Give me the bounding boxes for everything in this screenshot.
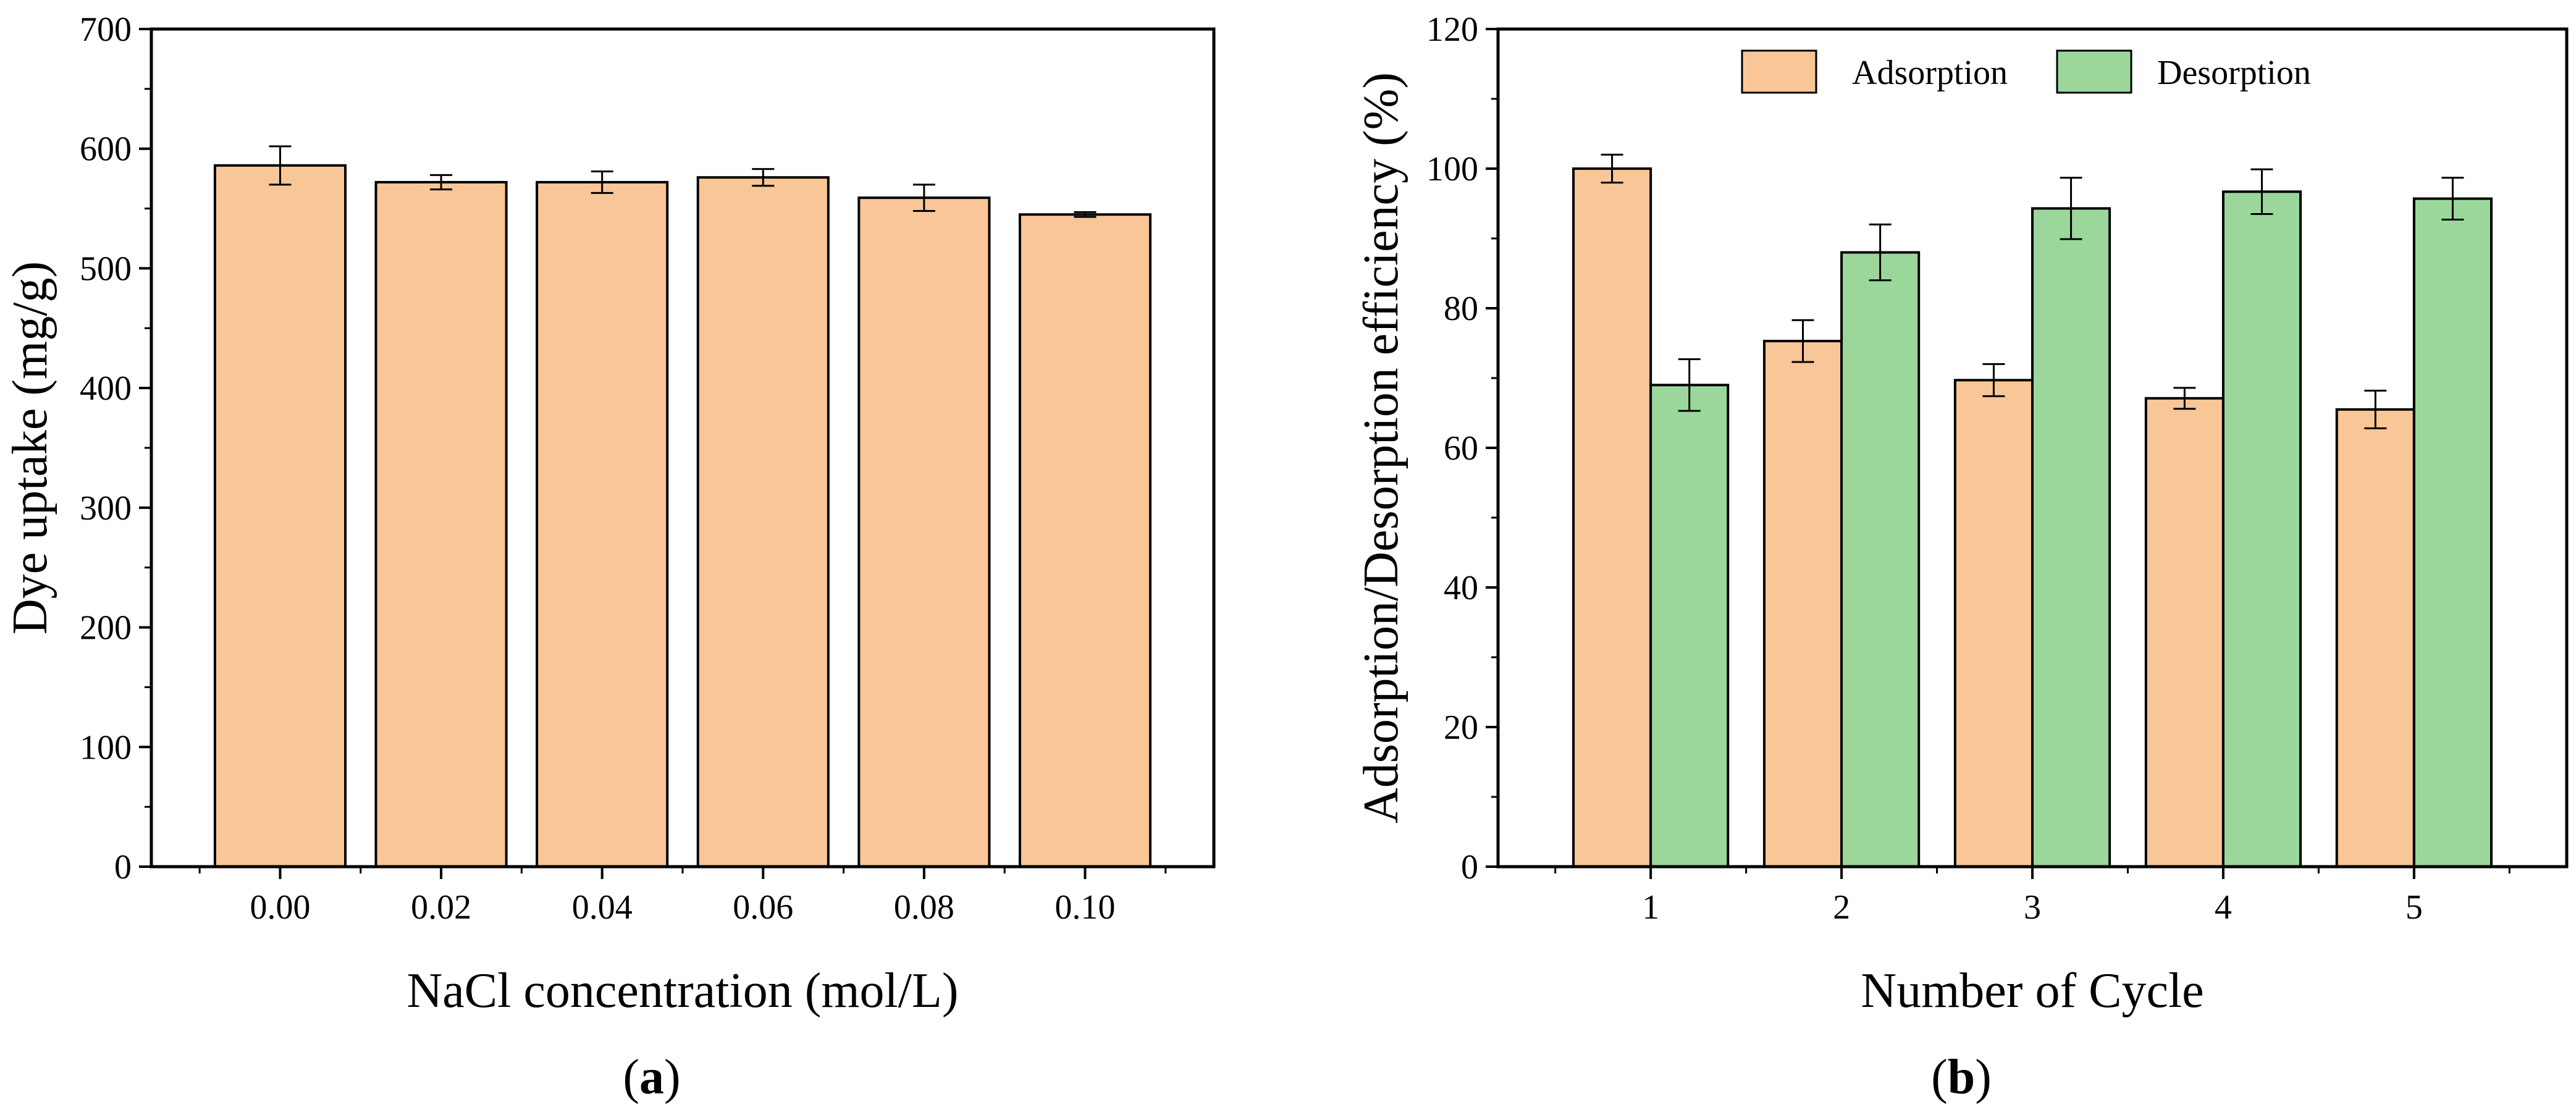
panel-b-bar-adsorption-1 (1572, 167, 1652, 868)
panel-a-bar-0.06 (696, 176, 830, 869)
panel-b-bar-adsorption-2 (1762, 340, 1843, 868)
panel-b-errorbar-desorption-2 (1869, 223, 1892, 282)
panel-a-errorbar-0.08 (912, 183, 935, 212)
panel-a-x-tick-label-0.04: 0.04 (572, 888, 633, 927)
panel-b-bar-desorption-3 (2031, 207, 2111, 868)
panel-a-x-ticks: 0.00 0.02 0.04 0.06 0.08 0.10 (198, 867, 1167, 927)
legend-label-desorption: Desorption (2157, 54, 2311, 92)
legend-swatch-desorption (2056, 49, 2132, 94)
panel-b-y-tick-label-40: 40 (1444, 569, 1478, 607)
panel-b-errorbar-adsorption-5 (2364, 389, 2387, 429)
panel-a-errorbar-0.10 (1074, 211, 1096, 218)
legend-label-adsorption: Adsorption (1852, 54, 2008, 92)
panel-a-bars (213, 164, 1152, 869)
panel-a-y-tick-label-300: 300 (80, 489, 132, 528)
panel-b-x-tick-label-4: 4 (2215, 888, 2232, 927)
panel-a-y-ticks: 0 100 200 300 400 500 600 700 (80, 11, 151, 886)
panel-b-bar-desorption-5 (2412, 197, 2493, 869)
panel-b-bar-adsorption-3 (1953, 379, 2034, 868)
panel-a-bar-0.00 (213, 164, 347, 869)
panel-a-x-tick-label-0.08: 0.08 (894, 888, 954, 927)
panel-a-bar-0.02 (374, 180, 508, 868)
panel-a-x-axis-title: NaCl concentration (mol/L) (406, 964, 958, 1018)
panel-b-bars (1572, 167, 2493, 869)
panel-a-errorbar-0.02 (430, 174, 453, 191)
panel-b-y-tick-label-120: 120 (1426, 11, 1478, 49)
panel-b-errorbar-adsorption-4 (2173, 387, 2196, 410)
panel-a-y-axis-title: Dye uptake (mg/g) (3, 261, 57, 634)
panel-a-bar-0.10 (1018, 213, 1152, 868)
panel-b-y-tick-label-60: 60 (1444, 429, 1478, 468)
panel-b-x-axis-title: Number of Cycle (1861, 964, 2203, 1018)
panel-a-bar-0.08 (857, 196, 991, 869)
panel-b-errorbars (1601, 153, 2464, 429)
panel-a-y-tick-label-200: 200 (80, 609, 132, 647)
panel-a-y-tick-label-700: 700 (80, 11, 132, 49)
panel-a-y-tick-label-400: 400 (80, 369, 132, 408)
panel-a-x-tick-label-0.10: 0.10 (1055, 888, 1116, 927)
panel-b-x-tick-label-2: 2 (1833, 888, 1850, 927)
panel-b-errorbar-desorption-5 (2441, 177, 2464, 221)
panel-a-errorbar-0.06 (752, 168, 775, 187)
panel-b-legend: Adsorption Desorption (1741, 49, 2311, 94)
panel-a-y-tick-label-0: 0 (114, 848, 132, 886)
panel-b-bar-adsorption-4 (2144, 397, 2225, 868)
panel-b-bar-desorption-2 (1840, 251, 1921, 869)
panel-a-bar-0.04 (536, 180, 669, 868)
panel-b-x-tick-label-1: 1 (1642, 888, 1659, 927)
panel-b-y-tick-label-20: 20 (1444, 709, 1478, 747)
panel-b-label: (b) (1931, 1050, 1992, 1104)
panel-b-errorbar-desorption-1 (1678, 358, 1701, 412)
panel-b-bar-adsorption-5 (2335, 408, 2415, 868)
panel-a-x-tick-label-0.02: 0.02 (411, 888, 471, 927)
panel-b-errorbar-adsorption-3 (1982, 363, 2005, 397)
panel-a-y-tick-label-500: 500 (80, 250, 132, 288)
panel-a-errorbar-0.00 (269, 145, 292, 186)
panel-a-x-tick-label-0.00: 0.00 (250, 888, 310, 927)
panel-b-y-tick-label-100: 100 (1426, 150, 1478, 188)
panel-b-x-tick-label-3: 3 (2024, 888, 2041, 927)
panel-b-errorbar-adsorption-1 (1601, 153, 1623, 184)
panel-b-x-tick-label-5: 5 (2406, 888, 2423, 927)
panel-b-y-tick-label-80: 80 (1444, 290, 1478, 328)
panel-b-y-ticks: 0 20 40 60 80 100 120 (1426, 11, 1498, 886)
panel-a-label: (a) (623, 1050, 680, 1104)
panel-b-bar-desorption-1 (1649, 384, 1730, 868)
panel-b-errorbar-desorption-4 (2250, 168, 2273, 215)
panel-b: 0 20 40 60 80 100 120 1 2 3 4 5 Adsorption Desorpt… (1354, 11, 2569, 1104)
panel-b-errorbar-adsorption-2 (1791, 319, 1814, 363)
panel-a-y-tick-label-600: 600 (80, 130, 132, 169)
panel-a-errorbar-0.04 (591, 170, 613, 194)
legend-swatch-adsorption (1741, 49, 1817, 94)
panel-b-errorbar-desorption-3 (2060, 177, 2082, 240)
panel-b-y-tick-label-0: 0 (1461, 848, 1478, 886)
panel-a-errorbars (269, 145, 1096, 218)
panel-a-x-tick-label-0.06: 0.06 (733, 888, 793, 927)
panel-b-bar-desorption-4 (2221, 190, 2302, 868)
panel-b-y-axis-title: Adsorption/Desorption efficiency (%) (1354, 72, 1408, 823)
panel-b-x-ticks: 1 2 3 4 5 (1554, 867, 2511, 927)
panel-a-y-tick-label-100: 100 (80, 728, 132, 767)
